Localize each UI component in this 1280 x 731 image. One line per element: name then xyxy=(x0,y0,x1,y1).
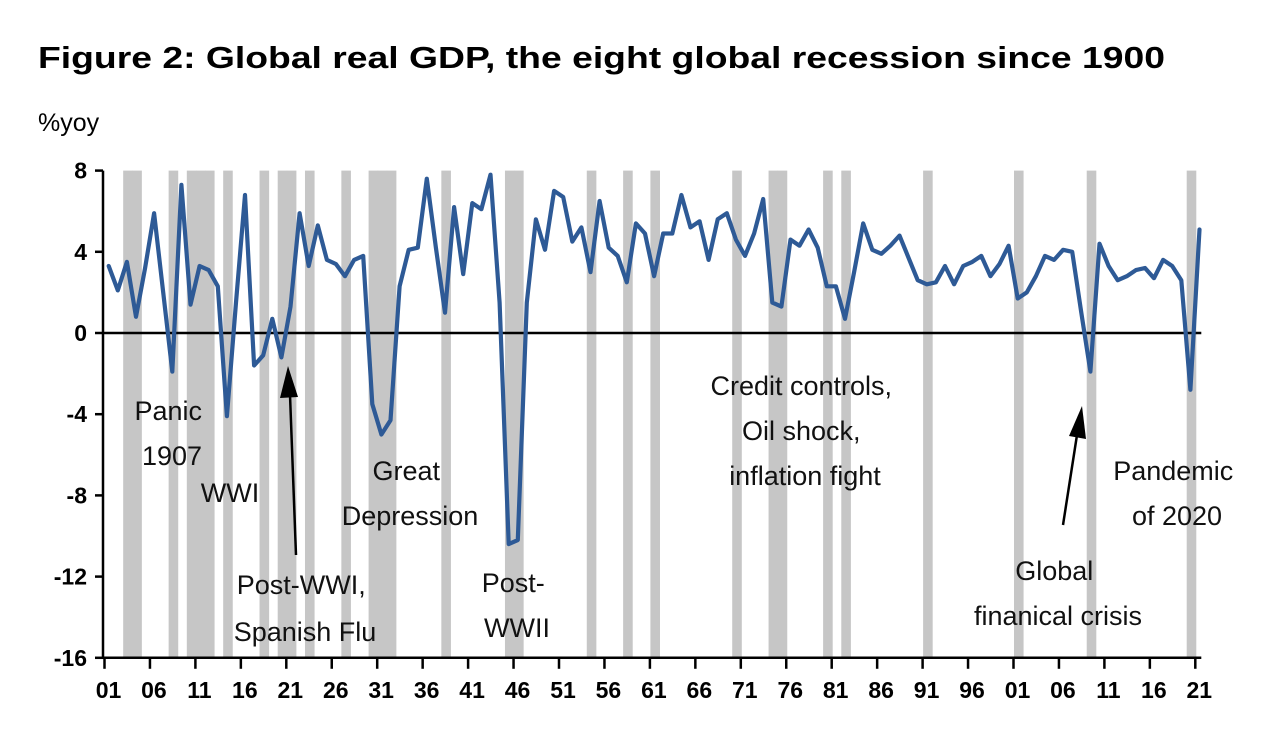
recession-bar xyxy=(841,170,851,658)
recession-bar xyxy=(1014,170,1024,658)
y-tick-label: 8 xyxy=(74,158,87,184)
recession-bar xyxy=(732,170,742,658)
x-tick-label: 11 xyxy=(1096,677,1121,703)
chart-title: Figure 2: Global real GDP, the eight glo… xyxy=(38,40,1165,75)
recession-bar xyxy=(259,170,270,658)
recession-bar xyxy=(1086,170,1097,658)
x-tick-label: 06 xyxy=(1050,677,1076,703)
x-tick-label: 16 xyxy=(1141,677,1167,703)
recession-bar xyxy=(123,170,133,658)
x-tick-label: 61 xyxy=(641,677,667,703)
y-tick-label: -16 xyxy=(54,645,87,671)
y-tick-label: -12 xyxy=(54,564,87,590)
recession-bar xyxy=(586,170,597,658)
x-tick-label: 96 xyxy=(959,677,985,703)
x-tick-label: 91 xyxy=(914,677,940,703)
recession-bar xyxy=(204,170,215,658)
recession-bar xyxy=(195,170,206,658)
y-tick-label: -8 xyxy=(67,482,88,508)
gdp-series xyxy=(106,172,1202,547)
x-tick-label: 46 xyxy=(505,677,531,703)
recession-bar xyxy=(823,170,833,658)
x-tick-label: 76 xyxy=(777,677,803,703)
recession-bar xyxy=(341,170,351,658)
y-tick-label: -4 xyxy=(67,401,88,427)
recession-bar xyxy=(304,170,315,658)
x-tick-label: 71 xyxy=(732,677,758,703)
x-tick-labels: 01 06 11 16 21 26 31 36 41 46 51 56 61 66 71 76 81 86 91 96… xyxy=(96,677,1213,703)
arrow-gfc xyxy=(1061,406,1086,526)
x-tick-label: 06 xyxy=(141,677,167,703)
x-tick-label: 31 xyxy=(368,677,394,703)
annotation-post-wwi: Post-WWI, Spanish Flu xyxy=(234,570,377,647)
annotation-credit-controls: Credit controls, Oil shock, inflation fi… xyxy=(710,371,899,491)
recession-bar xyxy=(1186,170,1197,658)
annotation-great-depression: Great Depression xyxy=(342,456,479,531)
x-tick-label: 51 xyxy=(550,677,576,703)
annotation-wwi: WWI xyxy=(201,478,259,508)
x-tick-label: 41 xyxy=(459,677,485,703)
y-tick-labels: 8 4 0 -4 -8 -12 -16 xyxy=(54,158,87,671)
recession-bar xyxy=(441,170,451,658)
annotations: Panic 1907 WWI Post-WWI, Spanish Flu Gre… xyxy=(134,366,1241,647)
recession-bar xyxy=(768,170,779,658)
recession-bar xyxy=(514,170,524,658)
x-tick-label: 21 xyxy=(278,677,304,703)
annotation-pandemic: Pandemic of 2020 xyxy=(1113,456,1241,531)
x-tick-label: 21 xyxy=(1187,677,1213,703)
recession-bar xyxy=(504,170,515,658)
x-tick-label: 86 xyxy=(868,677,894,703)
y-tick-label: 0 xyxy=(74,320,87,346)
x-tick-label: 36 xyxy=(414,677,440,703)
x-tick-label: 16 xyxy=(232,677,258,703)
x-tick-label: 66 xyxy=(687,677,713,703)
x-tick-label: 01 xyxy=(96,677,122,703)
x-tick-label: 81 xyxy=(823,677,849,703)
x-tick-label: 11 xyxy=(187,677,212,703)
recession-bar xyxy=(168,170,179,658)
annotation-post-wwii: Post- WWII xyxy=(482,568,553,643)
recession-bar xyxy=(623,170,633,658)
x-tick-label: 26 xyxy=(323,677,349,703)
arrow-post-wwi xyxy=(280,366,298,556)
annotation-panic: Panic 1907 xyxy=(134,396,209,471)
recession-bar xyxy=(377,170,388,658)
x-tick-label: 01 xyxy=(1005,677,1031,703)
recession-bar xyxy=(777,170,788,658)
annotation-gfc: Global finanical crisis xyxy=(974,556,1142,631)
recession-bar xyxy=(923,170,933,658)
x-tick-label: 56 xyxy=(596,677,622,703)
y-tick-label: 4 xyxy=(74,239,87,265)
recession-bar xyxy=(132,170,142,658)
recession-bar xyxy=(186,170,197,658)
y-axis-unit: %yoy xyxy=(38,109,100,137)
recession-bar xyxy=(277,170,288,658)
recession-bar xyxy=(650,170,660,658)
